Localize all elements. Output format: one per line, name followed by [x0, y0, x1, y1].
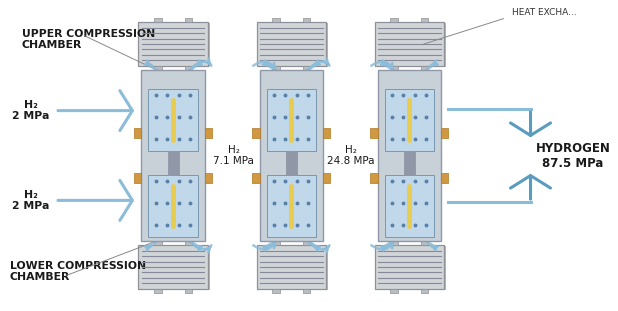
- Bar: [185, 241, 192, 245]
- Text: H₂
2 MPa: H₂ 2 MPa: [12, 100, 49, 121]
- Bar: [273, 289, 280, 293]
- Bar: [303, 18, 310, 22]
- FancyBboxPatch shape: [140, 246, 210, 290]
- FancyBboxPatch shape: [384, 175, 434, 237]
- FancyBboxPatch shape: [148, 175, 198, 237]
- Bar: [421, 66, 428, 70]
- Text: LOWER COMPRESSION
CHAMBER: LOWER COMPRESSION CHAMBER: [10, 261, 146, 282]
- Text: H₂
24.8 MPa: H₂ 24.8 MPa: [327, 145, 375, 166]
- Bar: [421, 289, 428, 293]
- FancyBboxPatch shape: [376, 23, 446, 67]
- Bar: [391, 18, 398, 22]
- FancyBboxPatch shape: [378, 70, 441, 241]
- Bar: [205, 128, 213, 138]
- Bar: [303, 241, 310, 245]
- FancyBboxPatch shape: [375, 22, 444, 66]
- Bar: [441, 173, 449, 183]
- Bar: [370, 173, 378, 183]
- FancyBboxPatch shape: [256, 22, 326, 66]
- Bar: [421, 241, 428, 245]
- Bar: [273, 18, 280, 22]
- Bar: [154, 66, 161, 70]
- FancyBboxPatch shape: [260, 70, 323, 241]
- FancyBboxPatch shape: [266, 175, 316, 237]
- Text: UPPER COMPRESSION
CHAMBER: UPPER COMPRESSION CHAMBER: [22, 29, 155, 50]
- Bar: [421, 18, 428, 22]
- Bar: [273, 241, 280, 245]
- Bar: [185, 18, 192, 22]
- Text: HYDROGEN
87.5 MPa: HYDROGEN 87.5 MPa: [535, 142, 611, 169]
- Bar: [205, 173, 213, 183]
- FancyBboxPatch shape: [266, 89, 316, 151]
- FancyBboxPatch shape: [256, 245, 326, 289]
- FancyBboxPatch shape: [142, 70, 205, 241]
- Bar: [252, 128, 260, 138]
- Text: H₂
7.1 MPa: H₂ 7.1 MPa: [213, 145, 254, 166]
- Bar: [185, 66, 192, 70]
- Bar: [134, 128, 142, 138]
- Bar: [134, 173, 142, 183]
- Bar: [185, 289, 192, 293]
- Bar: [391, 289, 398, 293]
- Bar: [303, 66, 310, 70]
- Text: HEAT EXCHA...: HEAT EXCHA...: [512, 8, 577, 17]
- FancyBboxPatch shape: [258, 23, 328, 67]
- Bar: [370, 128, 378, 138]
- Bar: [323, 128, 331, 138]
- Bar: [391, 66, 398, 70]
- Bar: [303, 289, 310, 293]
- FancyBboxPatch shape: [375, 245, 444, 289]
- Bar: [286, 151, 297, 175]
- Text: H₂
2 MPa: H₂ 2 MPa: [12, 190, 49, 211]
- FancyBboxPatch shape: [138, 245, 208, 289]
- Bar: [154, 241, 161, 245]
- FancyBboxPatch shape: [138, 22, 208, 66]
- Bar: [154, 289, 161, 293]
- Bar: [441, 128, 449, 138]
- Bar: [167, 151, 179, 175]
- FancyBboxPatch shape: [148, 89, 198, 151]
- Bar: [273, 66, 280, 70]
- FancyBboxPatch shape: [384, 89, 434, 151]
- Bar: [252, 173, 260, 183]
- Bar: [154, 18, 161, 22]
- FancyBboxPatch shape: [258, 246, 328, 290]
- Bar: [323, 173, 331, 183]
- Bar: [404, 151, 415, 175]
- FancyBboxPatch shape: [140, 23, 210, 67]
- Bar: [391, 241, 398, 245]
- FancyBboxPatch shape: [376, 246, 446, 290]
